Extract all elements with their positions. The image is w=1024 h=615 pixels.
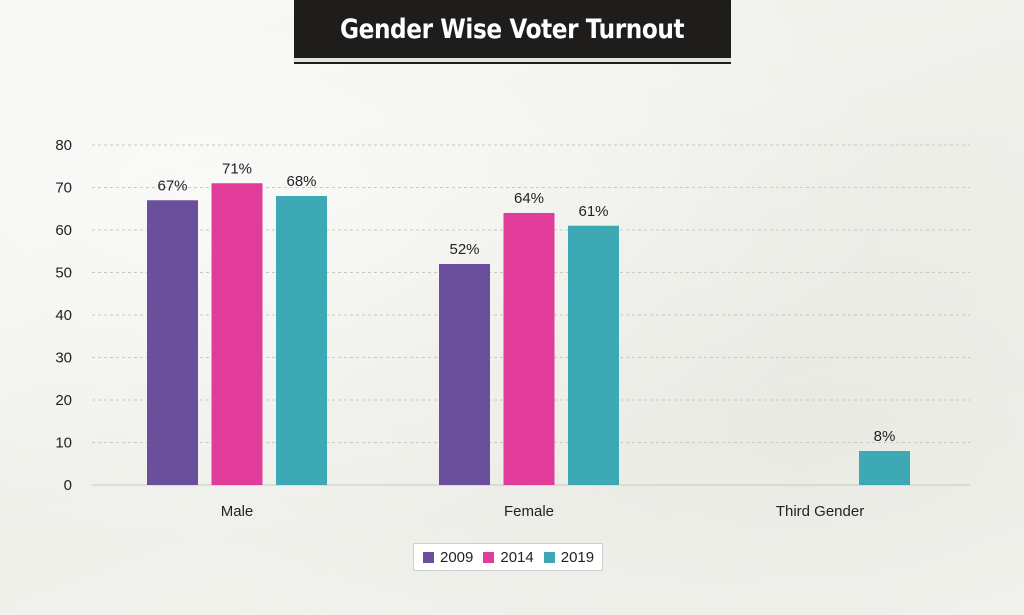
y-tick-label: 50 (55, 265, 72, 282)
legend-swatch (543, 551, 555, 563)
y-tick-label: 60 (55, 222, 72, 239)
y-tick-label: 0 (64, 477, 72, 494)
x-category-label: Female (504, 503, 554, 520)
x-category-label: Male (221, 503, 254, 520)
x-category-label: Third Gender (776, 503, 864, 520)
bar-2009-male (147, 200, 198, 485)
data-label: 67% (157, 177, 187, 194)
legend-label: 2019 (560, 548, 595, 566)
bar-2014-male (211, 183, 263, 485)
chart-title: Gender Wise Voter Turnout (340, 13, 685, 45)
y-tick-label: 30 (55, 350, 72, 367)
data-label: 8% (874, 428, 896, 445)
legend-label: 2014 (500, 548, 534, 566)
bar-2019-female (568, 225, 619, 485)
title-banner: Gender Wise Voter Turnout (294, 0, 731, 62)
legend-item-2009: 2009 (423, 549, 473, 566)
legend-item-2014: 2014 (483, 548, 534, 566)
chart-legend: 2009 2014 2019 (413, 543, 604, 571)
data-label: 64% (514, 190, 544, 207)
y-tick-label: 80 (55, 137, 72, 154)
legend-swatch (483, 551, 495, 563)
legend-label: 2009 (440, 548, 474, 566)
legend-swatch (423, 551, 434, 563)
bar-2009-female (439, 264, 490, 485)
bar-2019-male (276, 196, 327, 485)
y-tick-label: 10 (55, 435, 72, 452)
legend-item-2019: 2019 (543, 548, 595, 566)
bar-2019-third-gender (859, 451, 910, 485)
bar-2014-female (503, 213, 555, 485)
data-label: 61% (578, 203, 608, 220)
data-label: 71% (222, 160, 252, 177)
y-tick-label: 40 (55, 307, 72, 324)
y-tick-label: 70 (55, 180, 72, 197)
data-label: 68% (286, 173, 316, 190)
y-tick-label: 20 (55, 392, 72, 409)
data-label: 52% (449, 241, 479, 258)
